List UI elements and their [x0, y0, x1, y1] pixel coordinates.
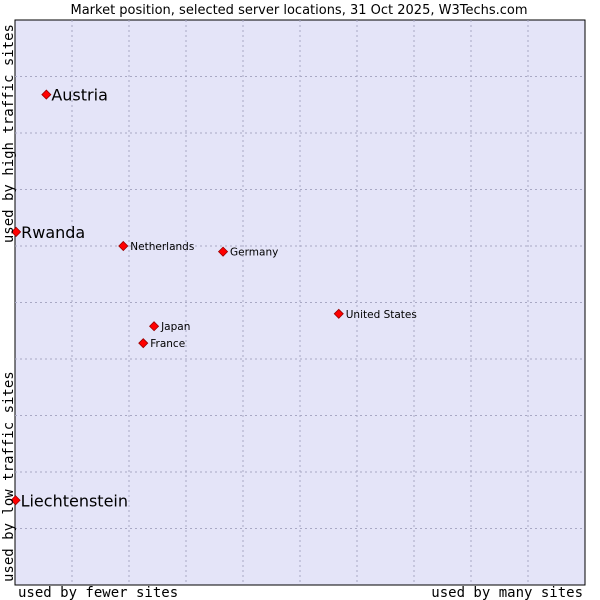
- x-axis-label-high: used by many sites: [431, 585, 583, 600]
- point-label-france: France: [150, 338, 185, 350]
- point-marker-rwanda: [11, 226, 22, 237]
- point-label-germany: Germany: [230, 247, 278, 259]
- point-marker-germany: [217, 246, 229, 257]
- data-points: [10, 89, 344, 506]
- point-marker-austria: [41, 89, 52, 100]
- x-axis-label-low: used by fewer sites: [18, 585, 178, 600]
- point-marker-japan: [149, 321, 160, 332]
- point-label-rwanda: Rwanda: [21, 223, 85, 242]
- point-marker-liechtenstein: [10, 495, 21, 506]
- point-marker-france: [138, 338, 149, 349]
- grid: [15, 20, 585, 585]
- point-label-japan: Japan: [160, 321, 190, 333]
- chart-title: Market position, selected server locatio…: [70, 3, 527, 18]
- point-label-austria: Austria: [51, 86, 108, 105]
- y-axis-label-low: used by low traffic sites: [1, 371, 17, 582]
- point-label-netherlands: Netherlands: [130, 241, 194, 253]
- data-labels: Austria Rwanda Liechtenstein Netherlands Ger…: [21, 86, 417, 511]
- point-marker-united-states: [333, 308, 344, 319]
- point-label-united-states: United States: [346, 309, 417, 321]
- y-axis-label-high: used by high traffic sites: [1, 24, 17, 243]
- point-marker-netherlands: [118, 240, 129, 252]
- point-label-liechtenstein: Liechtenstein: [21, 491, 128, 510]
